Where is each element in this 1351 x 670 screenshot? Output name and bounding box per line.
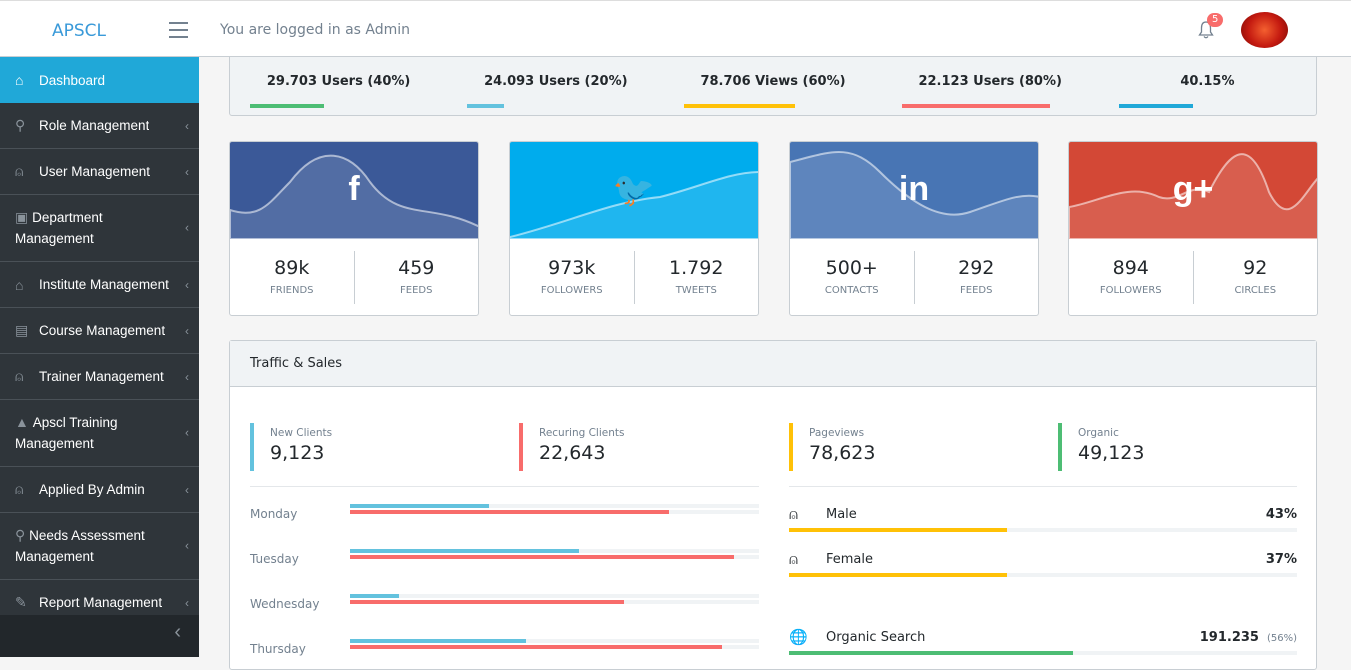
sidebar-item-trainer-management[interactable]: ⍝ Trainer Management ‹ (0, 354, 199, 400)
wave-chart (230, 154, 478, 239)
summary-progress (684, 104, 869, 108)
sidebar-item-user-management[interactable]: ⍝ User Management ‹ (0, 149, 199, 195)
social-stat: 973k FOLLOWERS (540, 257, 603, 296)
brand-logo[interactable]: APSCL (52, 21, 107, 41)
key-icon: ⚲ (15, 117, 26, 133)
sidebar-item-dashboard[interactable]: ⌂ Dashboard (0, 57, 199, 103)
divider (250, 486, 759, 487)
chevron-left-icon: ‹ (185, 482, 189, 497)
book-icon: ▤ (15, 322, 29, 338)
chevron-left-icon: ‹ (185, 369, 189, 384)
chevron-left-icon: ‹ (185, 425, 189, 440)
summary-item: 29.703 Users (40%) (230, 38, 447, 115)
user-icon: ⍝ (15, 368, 24, 384)
summary-progress (467, 104, 652, 108)
top-header: APSCL You are logged in as Admin 5 (0, 0, 1351, 57)
sidebar-item-role-management[interactable]: ⚲ Role Management ‹ (0, 103, 199, 149)
chevron-left-icon: ‹ (185, 164, 189, 179)
summary-item: 40.15% (1099, 38, 1316, 115)
traffic-sales-card: Traffic & Sales New Clients 9,123 Recuring… (229, 340, 1317, 670)
avatar[interactable] (1241, 12, 1288, 48)
social-stat: 1.792 TWEETS (633, 251, 759, 304)
user-icon: ⍝ (15, 163, 24, 179)
callout: Recuring Clients 22,643 (519, 423, 624, 471)
chevron-left-icon: ‹ (185, 220, 189, 235)
wave-chart (510, 171, 758, 239)
day-bars (350, 504, 759, 516)
summary-item: 22.123 Users (80%) (882, 38, 1099, 115)
twitter-icon: 🐦 (612, 171, 656, 209)
sidebar-item-needs-assessment-management[interactable]: ⚲ Needs Assessment Management ‹ (0, 513, 199, 580)
social-stat: 500+ CONTACTS (824, 257, 879, 296)
social-card-facebook: f 89k FRIENDS 459 FEEDS (229, 141, 479, 316)
callout: Organic 49,123 (1058, 423, 1144, 471)
home-icon: ⌂ (15, 72, 24, 88)
sidebar-item-department-management[interactable]: ▣ Department Management ‹ (0, 195, 199, 262)
organic-search-row: 🌐 Organic Search 191.235 (56%) (789, 627, 1297, 655)
sidebar-item-applied-by-admin[interactable]: ⍝ Applied By Admin ‹ (0, 467, 199, 513)
user-icon: ⍝ (789, 550, 799, 568)
main-content: 29.703 Users (40%) 24.093 Users (20%) 78.7… (199, 37, 1351, 670)
gender-row: ⍝ Male 43% (789, 504, 1297, 532)
social-stat: 89k FRIENDS (270, 257, 314, 296)
card-title: Traffic & Sales (230, 341, 1316, 387)
social-stat: 459 FEEDS (353, 251, 479, 304)
wave-chart (1069, 153, 1317, 239)
day-label: Tuesday (250, 552, 299, 566)
wave-chart (790, 151, 1038, 239)
sidebar: ⌂ Dashboard ⚲ Role Management ‹ ⍝ User Manag… (0, 57, 199, 657)
sidebar-minimizer-button[interactable]: ‹ (0, 615, 199, 657)
globe-icon: 🌐 (789, 628, 808, 646)
logged-in-text: You are logged in as Admin (220, 22, 411, 38)
home-icon: ⌂ (15, 276, 24, 293)
graduation-cap-icon: ▲ (15, 414, 33, 430)
summary-item: 24.093 Users (20%) (447, 38, 664, 115)
chevron-left-icon: ‹ (174, 621, 181, 643)
facebook-icon: f (348, 170, 360, 208)
day-label: Thursday (250, 642, 306, 656)
sidebar-item-apscl-training-management[interactable]: ▲ Apscl Training Management ‹ (0, 400, 199, 467)
chevron-left-icon: ‹ (185, 538, 189, 553)
sidebar-item-course-management[interactable]: ▤ Course Management ‹ (0, 308, 199, 354)
callout: Pageviews 78,623 (789, 423, 875, 471)
user-icon: ⍝ (789, 505, 799, 523)
user-icon: ⍝ (15, 481, 24, 497)
organic-progress (789, 651, 1297, 655)
edit-icon: ✎ (15, 594, 27, 610)
notification-badge: 5 (1207, 13, 1224, 27)
linkedin-icon: in (898, 170, 930, 208)
day-label: Wednesday (250, 597, 320, 611)
day-label: Monday (250, 507, 298, 521)
day-bars (350, 594, 759, 606)
chevron-left-icon: ‹ (185, 595, 189, 610)
menu-toggle-icon[interactable] (169, 22, 188, 43)
briefcase-icon: ▣ (15, 209, 33, 225)
divider (789, 486, 1297, 487)
summary-progress (901, 104, 1087, 108)
search-icon: ⚲ (15, 527, 30, 543)
sidebar-item-institute-management[interactable]: ⌂ Institute Management ‹ (0, 262, 199, 308)
social-stat: 292 FEEDS (913, 251, 1039, 304)
google-plus-icon: g+ (1172, 170, 1214, 208)
gender-progress (789, 528, 1297, 532)
chevron-left-icon: ‹ (185, 323, 189, 338)
social-stat: 894 FOLLOWERS (1099, 257, 1162, 296)
social-card-linkedin: in 500+ CONTACTS 292 FEEDS (789, 141, 1039, 316)
day-bars (350, 549, 759, 561)
gender-progress (789, 573, 1297, 577)
social-stat: 92 CIRCLES (1192, 251, 1318, 304)
callout: New Clients 9,123 (250, 423, 332, 471)
day-bars (350, 639, 759, 651)
summary-progress (250, 104, 435, 108)
social-card-google-plus: g+ 894 FOLLOWERS 92 CIRCLES (1068, 141, 1318, 316)
social-card-twitter: 🐦 973k FOLLOWERS 1.792 TWEETS (509, 141, 759, 316)
summary-item: 78.706 Views (60%) (664, 38, 881, 115)
summary-progress (1118, 104, 1304, 108)
chevron-left-icon: ‹ (185, 118, 189, 133)
chevron-left-icon: ‹ (185, 277, 189, 292)
gender-row: ⍝ Female 37% (789, 549, 1297, 577)
